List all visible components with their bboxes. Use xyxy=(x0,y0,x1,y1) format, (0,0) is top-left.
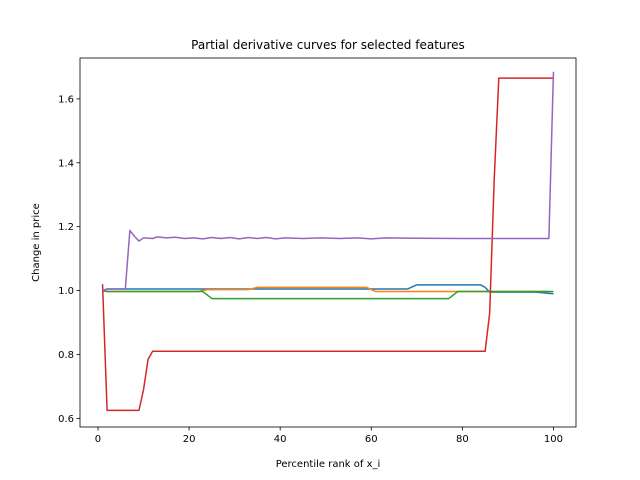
x-tick-label: 80 xyxy=(456,434,469,445)
plot-frame xyxy=(79,57,577,428)
x-axis-label: Percentile rank of x_i xyxy=(276,459,381,470)
y-tick-label: 0.6 xyxy=(58,414,74,425)
x-ticks: 0 20 40 60 80 100 xyxy=(95,427,563,445)
series-layer xyxy=(101,71,555,412)
x-tick-label: 40 xyxy=(274,434,287,445)
series-line-5 xyxy=(102,71,555,292)
x-tick-label: 60 xyxy=(365,434,378,445)
y-axis-label: Change in price xyxy=(31,203,42,282)
chart-title: Partial derivative curves for selected f… xyxy=(191,38,465,52)
y-tick-label: 1.0 xyxy=(58,286,74,297)
y-tick-label: 0.8 xyxy=(58,350,74,361)
x-tick-label: 0 xyxy=(95,434,101,445)
y-tick-label: 1.4 xyxy=(58,158,74,169)
series-line-3 xyxy=(102,289,554,300)
y-tick-label: 1.6 xyxy=(58,94,74,105)
plot-area xyxy=(80,58,576,427)
y-ticks: 0.6 0.8 1.0 1.2 1.4 1.6 xyxy=(58,94,80,425)
x-tick-label: 20 xyxy=(183,434,196,445)
x-tick-label: 100 xyxy=(544,434,563,445)
series-line-4 xyxy=(101,77,554,412)
y-tick-label: 1.2 xyxy=(58,222,74,233)
